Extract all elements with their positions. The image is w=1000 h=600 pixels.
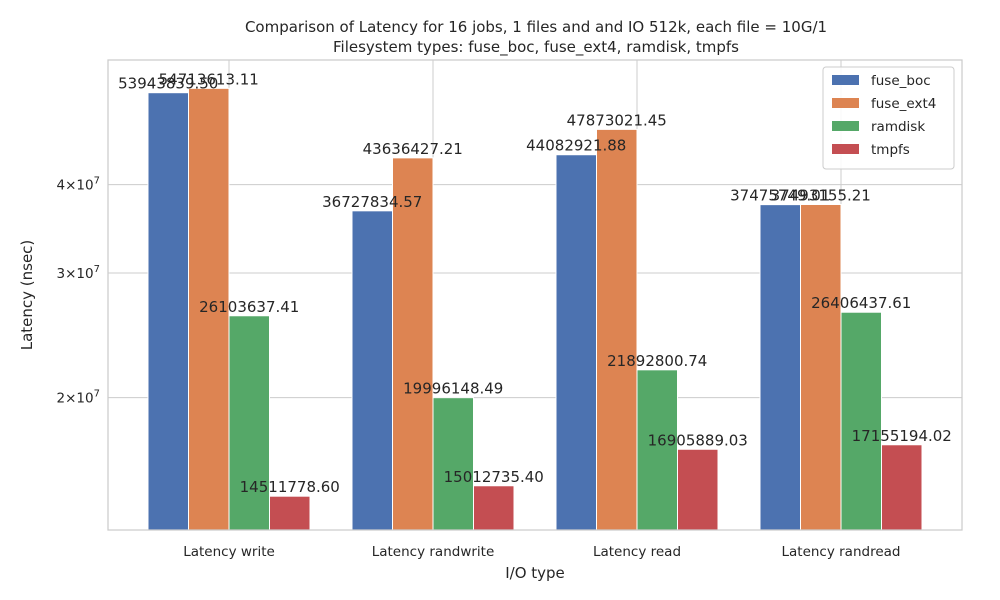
y-tick-label: 3×107 (57, 264, 100, 282)
data-label-tmpfs-0: 14511778.60 (240, 478, 340, 496)
x-tick-label: Latency write (183, 544, 275, 560)
bar-ramdisk-0 (228, 315, 270, 531)
plot-area-frame (107, 59, 963, 531)
x-tick-label: Latency read (593, 544, 681, 560)
bar-fuse_boc-0 (147, 92, 189, 531)
data-label-tmpfs-1: 15012735.40 (444, 468, 544, 486)
data-label-ramdisk-3: 26406437.61 (811, 294, 911, 312)
legend-label-tmpfs: tmpfs (871, 142, 910, 158)
data-label-fuse_boc-3: 37475749.01 (730, 187, 830, 205)
bar-tmpfs-0 (269, 495, 311, 531)
bar-tmpfs-1 (473, 485, 515, 531)
bar-tmpfs-3 (881, 444, 923, 531)
bar-tmpfs-2 (677, 448, 719, 531)
data-label-fuse_boc-1: 36727834.57 (322, 193, 422, 211)
legend-label-fuse_ext4: fuse_ext4 (871, 96, 936, 112)
data-label-fuse_ext4-0: 54713613.11 (159, 70, 259, 88)
legend-swatch-fuse_ext4 (832, 98, 859, 108)
legend-swatch-fuse_boc (832, 75, 859, 85)
data-label-tmpfs-3: 17155194.02 (852, 427, 952, 445)
chart-title-line2: Filesystem types: fuse_boc, fuse_ext4, r… (333, 38, 739, 57)
y-tick-labels: 2×107 3×107 4×107 (57, 176, 100, 407)
bars-layer (147, 87, 923, 531)
y-axis-label: Latency (nsec) (18, 240, 36, 351)
x-tick-labels: Latency write Latency randwrite Latency re… (183, 544, 900, 560)
data-label-fuse_boc-2: 44082921.88 (526, 137, 626, 155)
data-label-fuse_ext4-2: 47873021.45 (567, 111, 667, 129)
data-labels-layer: 53943839.50 36727834.57 44082921.88 3747574… (118, 70, 952, 496)
data-label-ramdisk-1: 19996148.49 (403, 380, 503, 398)
bar-fuse_boc-1 (351, 210, 393, 531)
y-tick-label: 2×107 (57, 389, 100, 407)
bar-ramdisk-2 (636, 369, 678, 531)
bar-fuse_boc-3 (759, 204, 801, 531)
data-label-fuse_ext4-3: 37493155.21 (771, 186, 871, 204)
data-label-ramdisk-2: 21892800.74 (607, 352, 707, 370)
y-tick-label: 4×107 (57, 176, 100, 194)
legend-swatch-tmpfs (832, 144, 859, 154)
bar-fuse_ext4-0 (188, 87, 230, 531)
legend-swatch-ramdisk (832, 121, 859, 131)
bar-fuse_ext4-1 (392, 157, 434, 531)
legend-label-fuse_boc: fuse_boc (871, 73, 931, 89)
bar-ramdisk-3 (840, 311, 882, 531)
legend-box (822, 66, 955, 170)
x-tick-label: Latency randwrite (372, 544, 495, 560)
x-tick-label: Latency randread (781, 544, 900, 560)
bar-fuse_boc-2 (555, 154, 597, 531)
data-label-fuse_boc-0: 53943839.50 (118, 75, 218, 93)
x-axis-label: I/O type (505, 564, 565, 582)
data-label-ramdisk-0: 26103637.41 (199, 298, 299, 316)
legend-label-ramdisk: ramdisk (871, 119, 925, 135)
bar-fuse_ext4-2 (596, 128, 638, 531)
data-label-fuse_ext4-1: 43636427.21 (363, 140, 463, 158)
bar-fuse_ext4-3 (800, 203, 842, 531)
data-label-tmpfs-2: 16905889.03 (648, 431, 748, 449)
bar-ramdisk-1 (432, 397, 474, 531)
chart-title-line1: Comparison of Latency for 16 jobs, 1 fil… (245, 18, 827, 36)
